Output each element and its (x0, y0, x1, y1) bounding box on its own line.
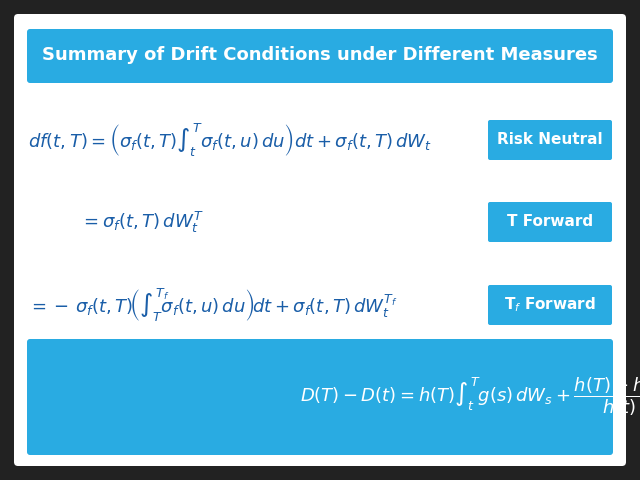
Text: Summary of Drift Conditions under Different Measures: Summary of Drift Conditions under Differ… (42, 46, 598, 64)
FancyBboxPatch shape (488, 202, 612, 242)
FancyBboxPatch shape (14, 14, 626, 466)
Text: Risk Neutral: Risk Neutral (497, 132, 603, 147)
FancyBboxPatch shape (27, 29, 613, 83)
Text: T Forward: T Forward (507, 215, 593, 229)
FancyBboxPatch shape (27, 339, 613, 455)
Text: $= -\,\sigma_f(t,T)\!\left( \int_T^{T_f}\!\! \sigma_f(t,u)\,du \right)\! dt + \s: $= -\,\sigma_f(t,T)\!\left( \int_T^{T_f}… (28, 287, 397, 324)
Text: $df(t,T) = \left( \sigma_f(t,T)\int_t^{T} \sigma_f(t,u)\,du \right) dt + \sigma_: $df(t,T) = \left( \sigma_f(t,T)\int_t^{T… (28, 121, 432, 158)
Text: $D(T) - D(t) = h(T)\int_t^{T} g(s)\,dW_s + \dfrac{h(T)-h(t)}{h(t)}D(t)$: $D(T) - D(t) = h(T)\int_t^{T} g(s)\,dW_s… (300, 376, 640, 418)
Text: T$_f$ Forward: T$_f$ Forward (504, 296, 596, 314)
FancyBboxPatch shape (488, 120, 612, 160)
Text: $= \sigma_f(t,T)\,dW_t^{T}$: $= \sigma_f(t,T)\,dW_t^{T}$ (80, 209, 204, 235)
FancyBboxPatch shape (488, 285, 612, 325)
